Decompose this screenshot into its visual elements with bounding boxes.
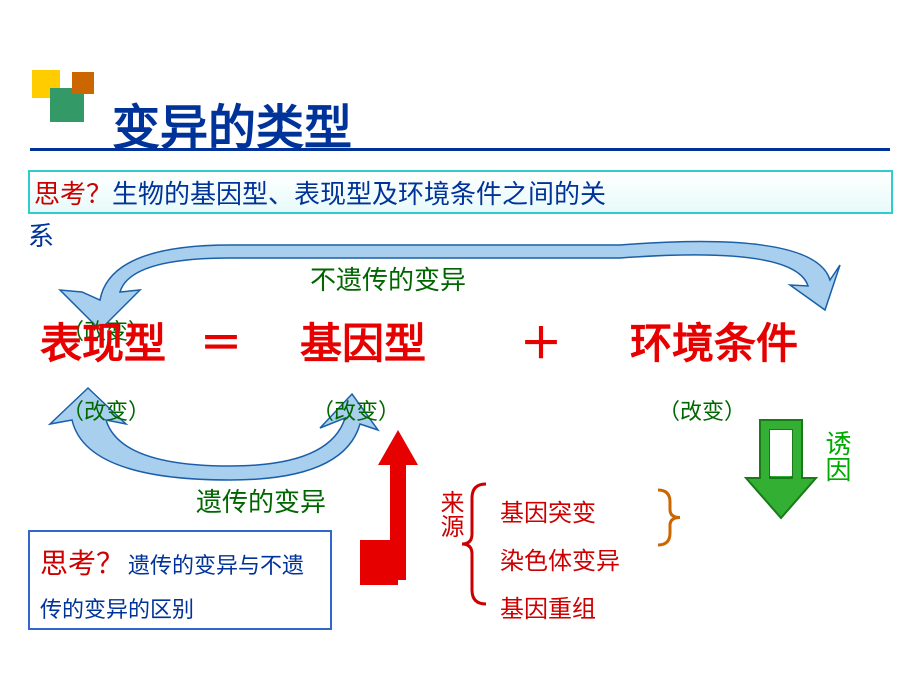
term-genotype: 基因型 <box>300 310 426 371</box>
think-label: 思考？ <box>40 549 124 580</box>
right-brace-icon <box>658 490 680 545</box>
term-phenotype: 表现型 <box>40 310 166 371</box>
label-non-heritable: 不遗传的变异 <box>310 260 466 297</box>
think-box: 思考？ 遗传的变异与不遗传的变异的区别 <box>28 530 332 630</box>
op-plus: ＋ <box>520 310 562 371</box>
change-below-env: （改变） <box>658 394 746 426</box>
source-list: 基因突变 染色体变异 基因重组 <box>500 490 620 634</box>
prompt-text-2: 系 <box>28 216 54 253</box>
label-heritable: 遗传的变异 <box>196 482 326 519</box>
source-item-3: 基因重组 <box>500 586 620 634</box>
red-up-arrow-icon <box>360 430 418 585</box>
slide-root: 变异的类型 思考？ 生物的基因型、表现型及环境条件之间的关 系 不遗传的变异 （… <box>0 0 920 690</box>
label-cause: 诱因 <box>818 430 855 482</box>
prompt-text-1: 生物的基因型、表现型及环境条件之间的关 <box>112 174 606 211</box>
title-underline <box>30 148 890 151</box>
label-source: 来源 <box>432 490 467 538</box>
change-below-genotype: （改变） <box>312 394 400 426</box>
op-equals: ＝ <box>200 310 242 371</box>
source-item-2: 染色体变异 <box>500 538 620 586</box>
change-below-phenotype: （改变） <box>62 394 150 426</box>
source-item-1: 基因突变 <box>500 490 620 538</box>
green-down-arrow-icon <box>746 420 816 518</box>
prompt-label: 思考？ <box>34 174 112 211</box>
prompt-bar: 思考？ 生物的基因型、表现型及环境条件之间的关 <box>28 170 893 214</box>
term-environment: 环境条件 <box>630 310 798 371</box>
